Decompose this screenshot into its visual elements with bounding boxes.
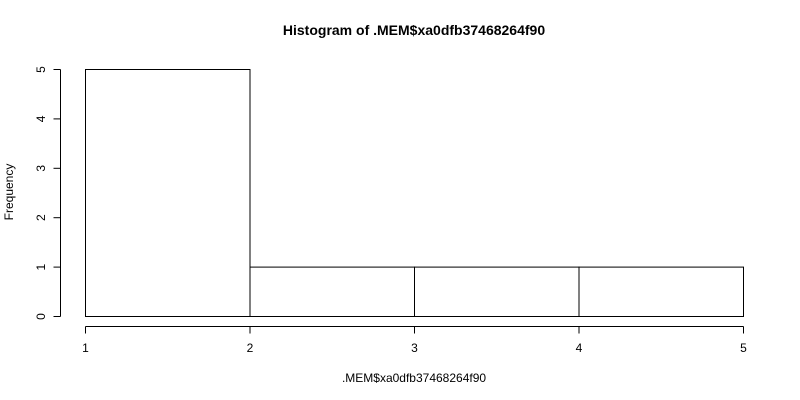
y-axis: 0 1 2 3 4 5: [34, 66, 61, 320]
histogram-bar-4: [578, 266, 744, 318]
y-tick-label: 4: [34, 115, 48, 122]
x-tick-label: 2: [247, 341, 254, 355]
histogram-bar-1: [85, 69, 251, 317]
y-tick-label: 5: [34, 66, 48, 73]
x-axis-label: .MEM$xa0dfb37468264f90: [342, 371, 486, 385]
y-tick-label: 3: [34, 165, 48, 172]
x-tick-label: 3: [411, 341, 418, 355]
x-tick-label: 4: [576, 341, 583, 355]
x-axis: 1 2 3 4 5: [82, 326, 747, 355]
x-tick-label: 5: [740, 341, 747, 355]
histogram-bar-3: [414, 266, 580, 318]
bars-group: [85, 69, 744, 318]
y-axis-label: Frequency: [2, 164, 16, 221]
y-tick-label: 2: [34, 214, 48, 221]
y-tick-label: 1: [34, 263, 48, 270]
x-tick-label: 1: [82, 341, 89, 355]
y-tick-label: 0: [34, 313, 48, 320]
histogram-bar-2: [249, 266, 415, 318]
chart-title: Histogram of .MEM$xa0dfb37468264f90: [283, 22, 545, 38]
